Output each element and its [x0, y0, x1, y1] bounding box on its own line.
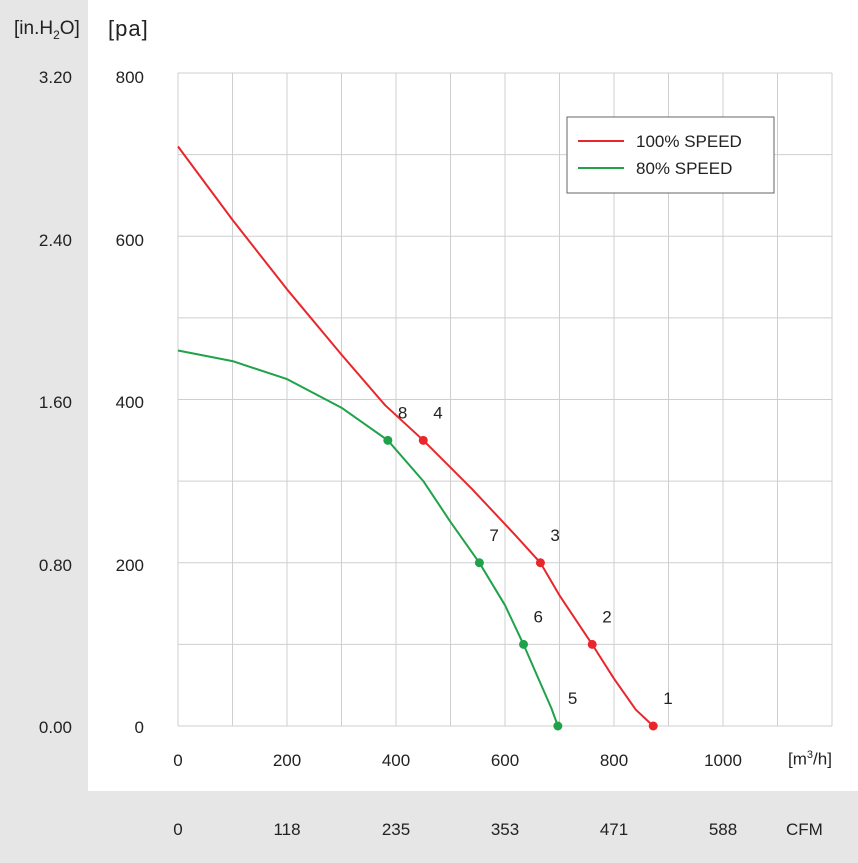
y-tick-inh2o: 2.40 [38, 231, 72, 250]
y-tick-inh2o: 1.60 [38, 393, 72, 412]
operating-point-marker [535, 558, 545, 568]
x-tick-m3h: 600 [490, 751, 520, 770]
operating-point-marker [553, 721, 563, 731]
operating-point-label: 1 [663, 689, 672, 708]
y-tick-inh2o: 0.80 [38, 556, 72, 575]
operating-point-label: 8 [398, 403, 407, 422]
operating-point-label: 5 [568, 689, 577, 708]
series-curves [177, 145, 654, 727]
y-tick-pa: 400 [115, 393, 144, 412]
operating-point-label: 4 [433, 403, 442, 422]
operating-point-marker [519, 639, 529, 649]
legend: 100% SPEED 80% SPEED [566, 116, 775, 194]
x-tick-cfm: 0 [173, 820, 183, 839]
series-line [177, 349, 559, 727]
y-tick-inh2o: 3.20 [38, 68, 72, 87]
x-tick-cfm: 353 [490, 820, 520, 839]
x-tick-cfm: 588 [708, 820, 738, 839]
y-tick-pa: 0 [134, 718, 144, 737]
legend-label: 100% SPEED [636, 132, 742, 151]
operating-point-label: 3 [550, 526, 559, 545]
x-tick-m3h: 0 [173, 751, 183, 770]
x-tick-m3h: 400 [381, 751, 411, 770]
y-tick-pa: 200 [115, 556, 144, 575]
series-line [177, 145, 654, 727]
y-tick-pa: 600 [115, 231, 144, 250]
operating-point-marker [648, 721, 658, 731]
x-tick-cfm: 471 [599, 820, 629, 839]
operating-point-label: 2 [602, 607, 611, 626]
pa-unit-label: [pa] [108, 16, 149, 41]
operating-point-marker [383, 435, 393, 445]
x-tick-cfm: 118 [273, 820, 301, 839]
y-tick-pa: 800 [115, 68, 144, 87]
operating-points: 1 2 3 4 5 6 7 8 [383, 403, 673, 731]
cfm-unit-label: CFM [786, 820, 823, 839]
x-tick-m3h: 800 [599, 751, 629, 770]
legend-box [566, 116, 775, 194]
y-tick-inh2o: 0.00 [38, 718, 72, 737]
legend-label: 80% SPEED [636, 159, 732, 178]
grid [177, 72, 833, 727]
operating-point-marker [587, 639, 597, 649]
bottom-axis-band [0, 791, 858, 863]
x-tick-cfm: 235 [381, 820, 411, 839]
operating-point-marker [474, 558, 484, 568]
inh2o-unit-label: [in.H2O] [14, 18, 80, 42]
operating-point-marker [418, 435, 428, 445]
left-axis-band [0, 0, 88, 863]
m3h-unit-label: [m3/h] [788, 749, 832, 769]
x-tick-m3h: 200 [272, 751, 302, 770]
operating-point-label: 6 [534, 607, 543, 626]
operating-point-label: 7 [489, 526, 498, 545]
x-tick-m3h: 1000 [704, 751, 742, 770]
